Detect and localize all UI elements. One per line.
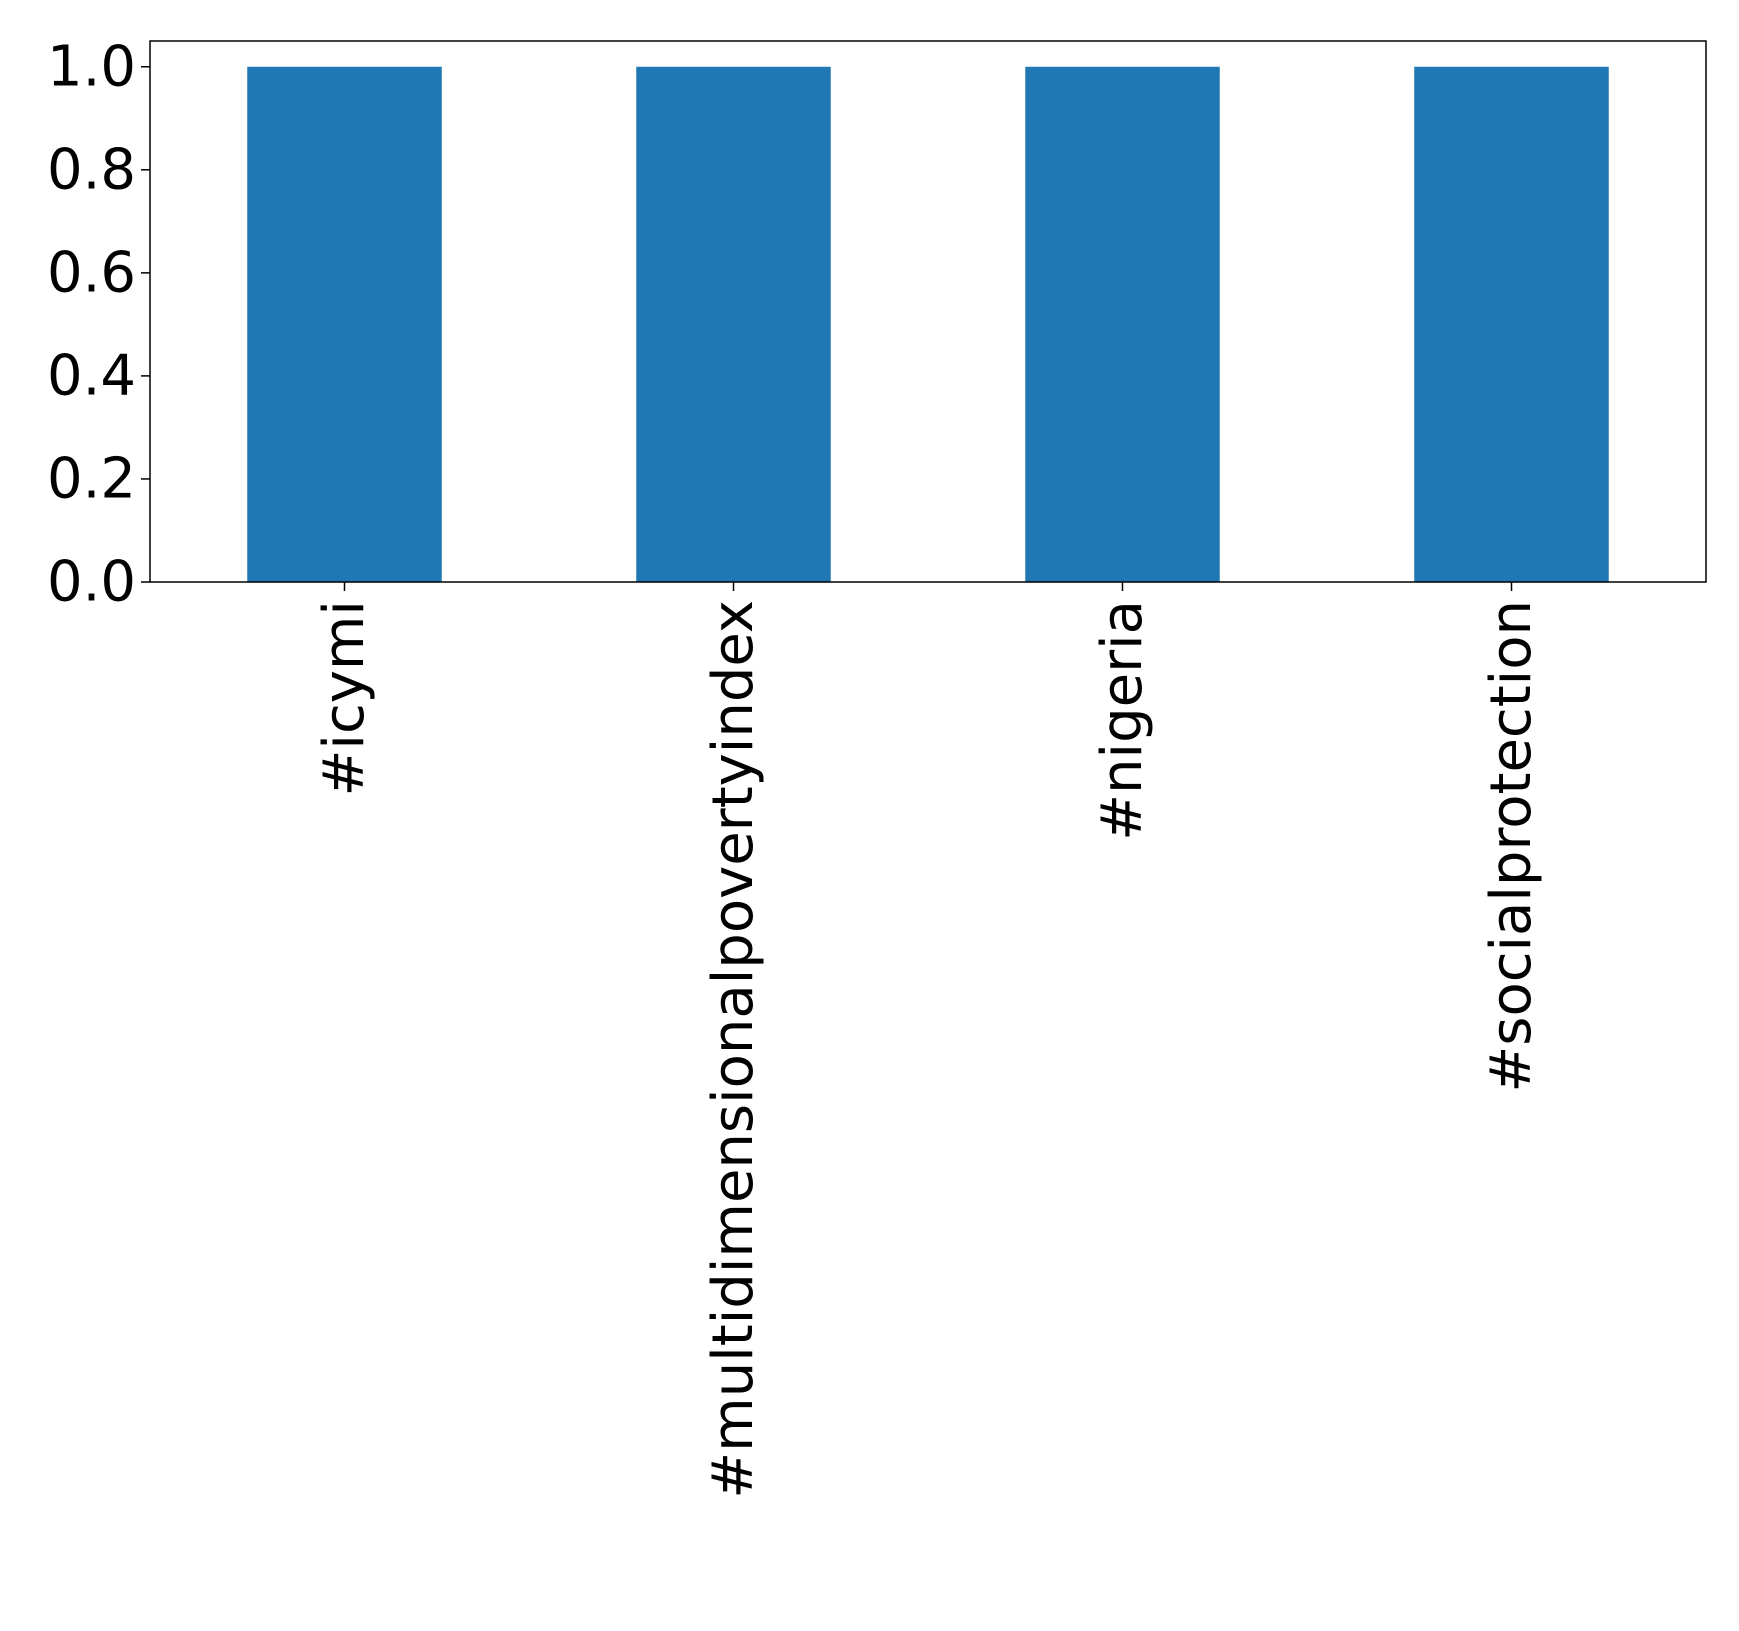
plot-frame: [149, 40, 1707, 583]
y-tick-label: 1.0: [47, 34, 136, 99]
x-axis: #icymi #multidimensionalpovertyindex #nige…: [312, 582, 1544, 1499]
y-tick-label: 0.6: [47, 240, 136, 305]
y-tick-label: 0.2: [47, 446, 136, 511]
x-tick-label: #nigeria: [1090, 600, 1155, 841]
x-tick-label: #multidimensionalpovertyindex: [701, 600, 766, 1499]
bar-1: [636, 66, 831, 582]
bar-0: [247, 66, 442, 582]
bar-3: [1414, 66, 1609, 582]
y-tick-label: 0.8: [47, 137, 136, 202]
x-tick-label: #socialprotection: [1479, 600, 1544, 1093]
y-axis: 0.0 0.2 0.4 0.6 0.8 1.0: [47, 34, 150, 615]
y-tick-label: 0.4: [47, 343, 136, 408]
y-tick-label: 0.0: [47, 550, 136, 615]
bars-group: [247, 66, 1609, 582]
bar-2: [1025, 66, 1220, 582]
x-tick-label: #icymi: [312, 600, 377, 797]
